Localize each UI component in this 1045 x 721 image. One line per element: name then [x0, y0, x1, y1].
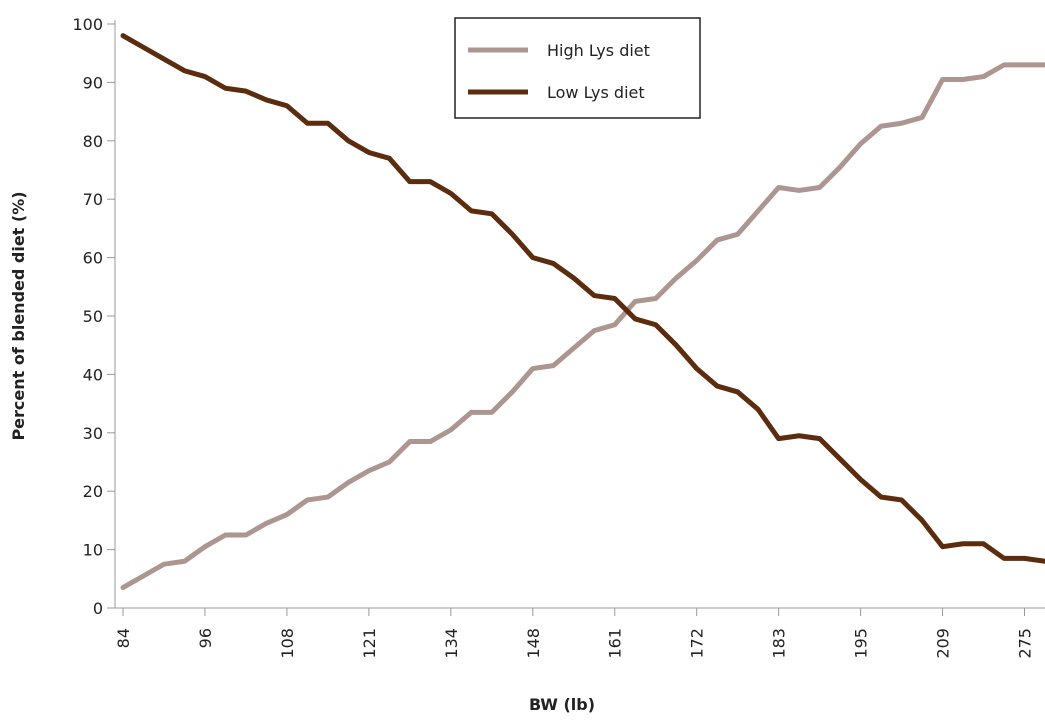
x-tick-label: 161 [606, 628, 625, 659]
y-tick-label: 20 [83, 482, 103, 501]
y-tick-label: 80 [83, 132, 103, 151]
legend-label: Low Lys diet [547, 83, 645, 102]
x-tick-label: 108 [278, 628, 297, 659]
x-tick-label: 121 [360, 628, 379, 659]
x-tick-label: 195 [852, 628, 871, 659]
y-tick-label: 70 [83, 190, 103, 209]
legend [454, 17, 701, 119]
x-tick-label: 172 [688, 628, 707, 659]
x-tick-label: 275 [1016, 628, 1035, 659]
x-tick-label: 96 [196, 628, 215, 648]
x-tick-label: 134 [442, 628, 461, 659]
y-tick-label: 30 [83, 424, 103, 443]
x-tick-label: 148 [524, 628, 543, 659]
line [120, 62, 1045, 591]
y-tick-label: 100 [72, 15, 103, 34]
x-axis-label: BW (lb) [529, 695, 595, 714]
y-tick-label: 60 [83, 249, 103, 268]
y-tick-label: 10 [83, 541, 103, 560]
y-tick-label: 90 [83, 73, 103, 92]
x-tick-label: 84 [114, 628, 133, 648]
y-tick-label: 50 [83, 307, 103, 326]
legend-label: High Lys diet [547, 41, 650, 60]
y-tick-label: 40 [83, 365, 103, 384]
line [120, 33, 1045, 564]
y-axis-label: Percent of blended diet (%) [9, 191, 28, 440]
y-tick-label: 0 [93, 599, 103, 618]
x-tick-label: 209 [934, 628, 953, 659]
x-tick-label: 183 [770, 628, 789, 659]
